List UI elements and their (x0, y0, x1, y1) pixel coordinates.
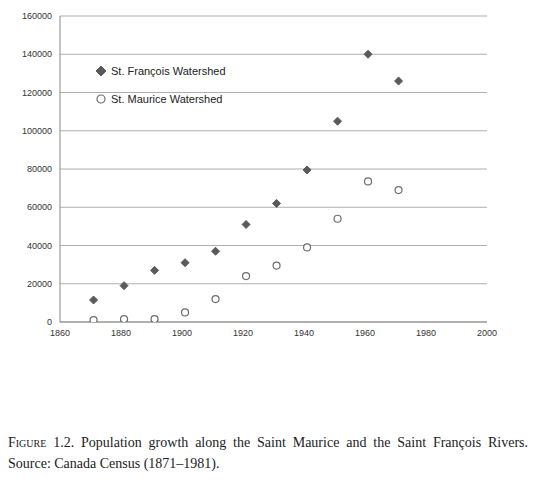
svg-text:2000: 2000 (477, 328, 497, 338)
svg-text:1900: 1900 (172, 328, 192, 338)
svg-text:1960: 1960 (355, 328, 375, 338)
svg-text:1980: 1980 (416, 328, 436, 338)
svg-text:140000: 140000 (22, 49, 52, 59)
html-text:Population growth along the Sa: Population growth along the Saint Mauric… (8, 435, 528, 471)
svg-text:0: 0 (47, 317, 52, 327)
html-text:St. François Watershed: St. François Watershed (111, 65, 226, 77)
svg-text:1880: 1880 (111, 328, 131, 338)
html-text:Figure 1.2.: Figure 1.2. (8, 435, 75, 450)
svg-text:120000: 120000 (22, 88, 52, 98)
svg-text:20000: 20000 (27, 279, 52, 289)
svg-text:1940: 1940 (294, 328, 314, 338)
svg-text:1860: 1860 (50, 328, 70, 338)
svg-text:1920: 1920 (233, 328, 253, 338)
svg-text:40000: 40000 (27, 241, 52, 251)
svg-text:160000: 160000 (22, 11, 52, 21)
svg-text:100000: 100000 (22, 126, 52, 136)
svg-text:80000: 80000 (27, 164, 52, 174)
svg-text:60000: 60000 (27, 202, 52, 212)
html-text:St. Maurice Watershed: St. Maurice Watershed (111, 93, 223, 105)
